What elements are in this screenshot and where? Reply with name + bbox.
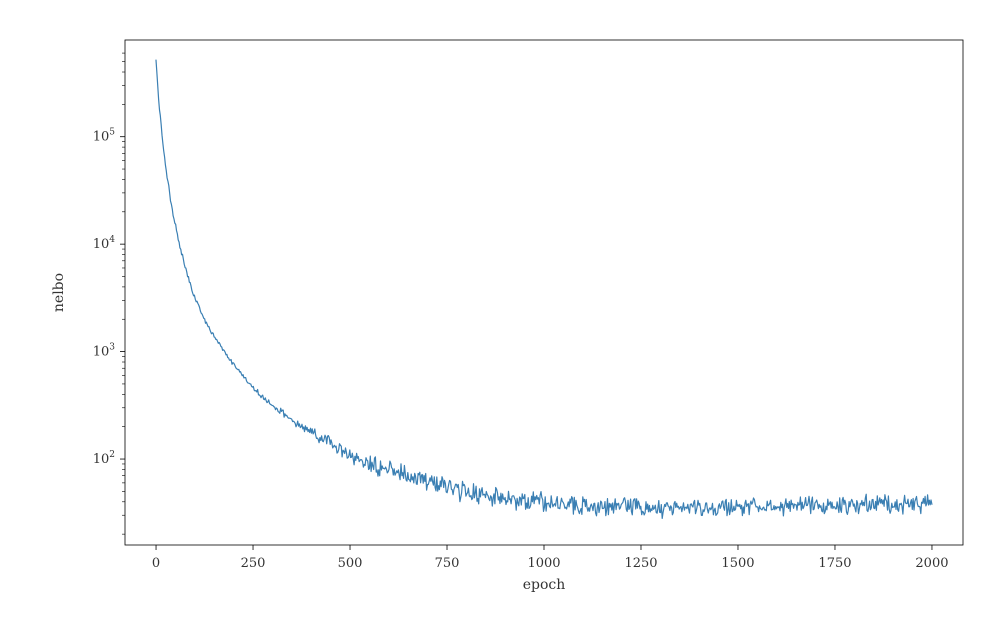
x-tick-label: 2000 <box>915 556 948 571</box>
x-tick-label: 250 <box>241 556 266 571</box>
chart-svg: 0 250 500 750 1000 1250 1500 1750 2000 102 103 104… <box>0 0 1000 618</box>
y-tick-label: 104 <box>93 235 116 252</box>
x-tick-label: 1000 <box>527 556 560 571</box>
y-axis-minor-ticks <box>122 53 125 534</box>
y-tick-label: 102 <box>93 450 115 467</box>
x-axis-ticks: 0 250 500 750 1000 1250 1500 1750 2000 <box>152 545 949 571</box>
x-tick-label: 1750 <box>818 556 851 571</box>
x-tick-label: 1250 <box>624 556 657 571</box>
x-tick-label: 500 <box>338 556 363 571</box>
plot-background <box>125 40 963 545</box>
y-axis-ticks: 102 103 104 105 <box>93 128 125 467</box>
x-tick-label: 750 <box>435 556 460 571</box>
y-tick-label: 103 <box>93 343 116 360</box>
y-tick-label: 105 <box>93 128 116 145</box>
x-tick-label: 0 <box>152 556 160 571</box>
x-tick-label: 1500 <box>721 556 754 571</box>
y-axis-label: nelbo <box>51 273 67 312</box>
x-axis-label: epoch <box>523 577 566 593</box>
nelbo-vs-epoch-chart: 0 250 500 750 1000 1250 1500 1750 2000 102 103 104… <box>0 0 1000 618</box>
